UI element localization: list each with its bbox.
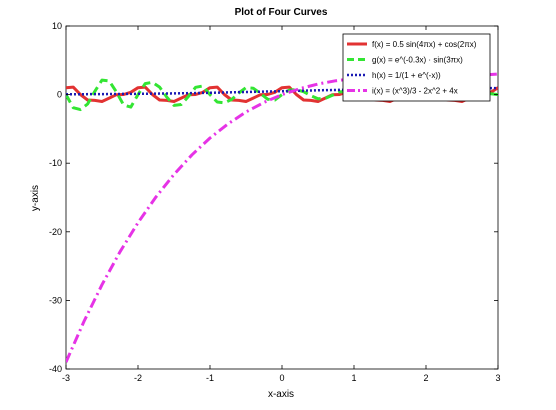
y-axis-label: y-axis bbox=[30, 185, 41, 211]
x-tick-label: 0 bbox=[279, 373, 284, 383]
y-tick-label: -10 bbox=[49, 158, 62, 168]
x-axis: -3 -2 -1 0 1 2 3 bbox=[62, 26, 501, 383]
y-tick-label: 0 bbox=[57, 90, 62, 100]
x-tick-label: 3 bbox=[495, 373, 500, 383]
chart-title: Plot of Four Curves bbox=[235, 7, 328, 18]
x-tick-label: -2 bbox=[134, 373, 142, 383]
y-axis: -40 -30 -20 -10 0 10 bbox=[49, 21, 498, 374]
x-tick-label: -3 bbox=[62, 373, 70, 383]
legend: f(x) = 0.5 sin(4πx) + cos(2πx) g(x) = e^(… bbox=[342, 33, 491, 102]
legend-label-4: i(x) = (x^3)/3 - 2x^2 + 4x bbox=[372, 87, 458, 96]
y-tick-label: -20 bbox=[49, 227, 62, 237]
x-tick-label: 1 bbox=[351, 373, 356, 383]
x-axis-label: x-axis bbox=[268, 389, 294, 400]
y-tick-label: 10 bbox=[52, 21, 62, 31]
legend-box bbox=[342, 33, 491, 102]
series-line-4 bbox=[66, 72, 498, 363]
y-tick-label: -30 bbox=[49, 295, 62, 305]
x-tick-label: -1 bbox=[206, 373, 214, 383]
legend-label-2: g(x) = e^(-0.3x) · sin(3πx) bbox=[372, 56, 463, 65]
legend-label-1: f(x) = 0.5 sin(4πx) + cos(2πx) bbox=[372, 40, 477, 49]
y-tick-label: -40 bbox=[49, 364, 62, 374]
legend-label-3: h(x) = 1/(1 + e^(-x)) bbox=[372, 71, 441, 80]
x-tick-label: 2 bbox=[423, 373, 428, 383]
